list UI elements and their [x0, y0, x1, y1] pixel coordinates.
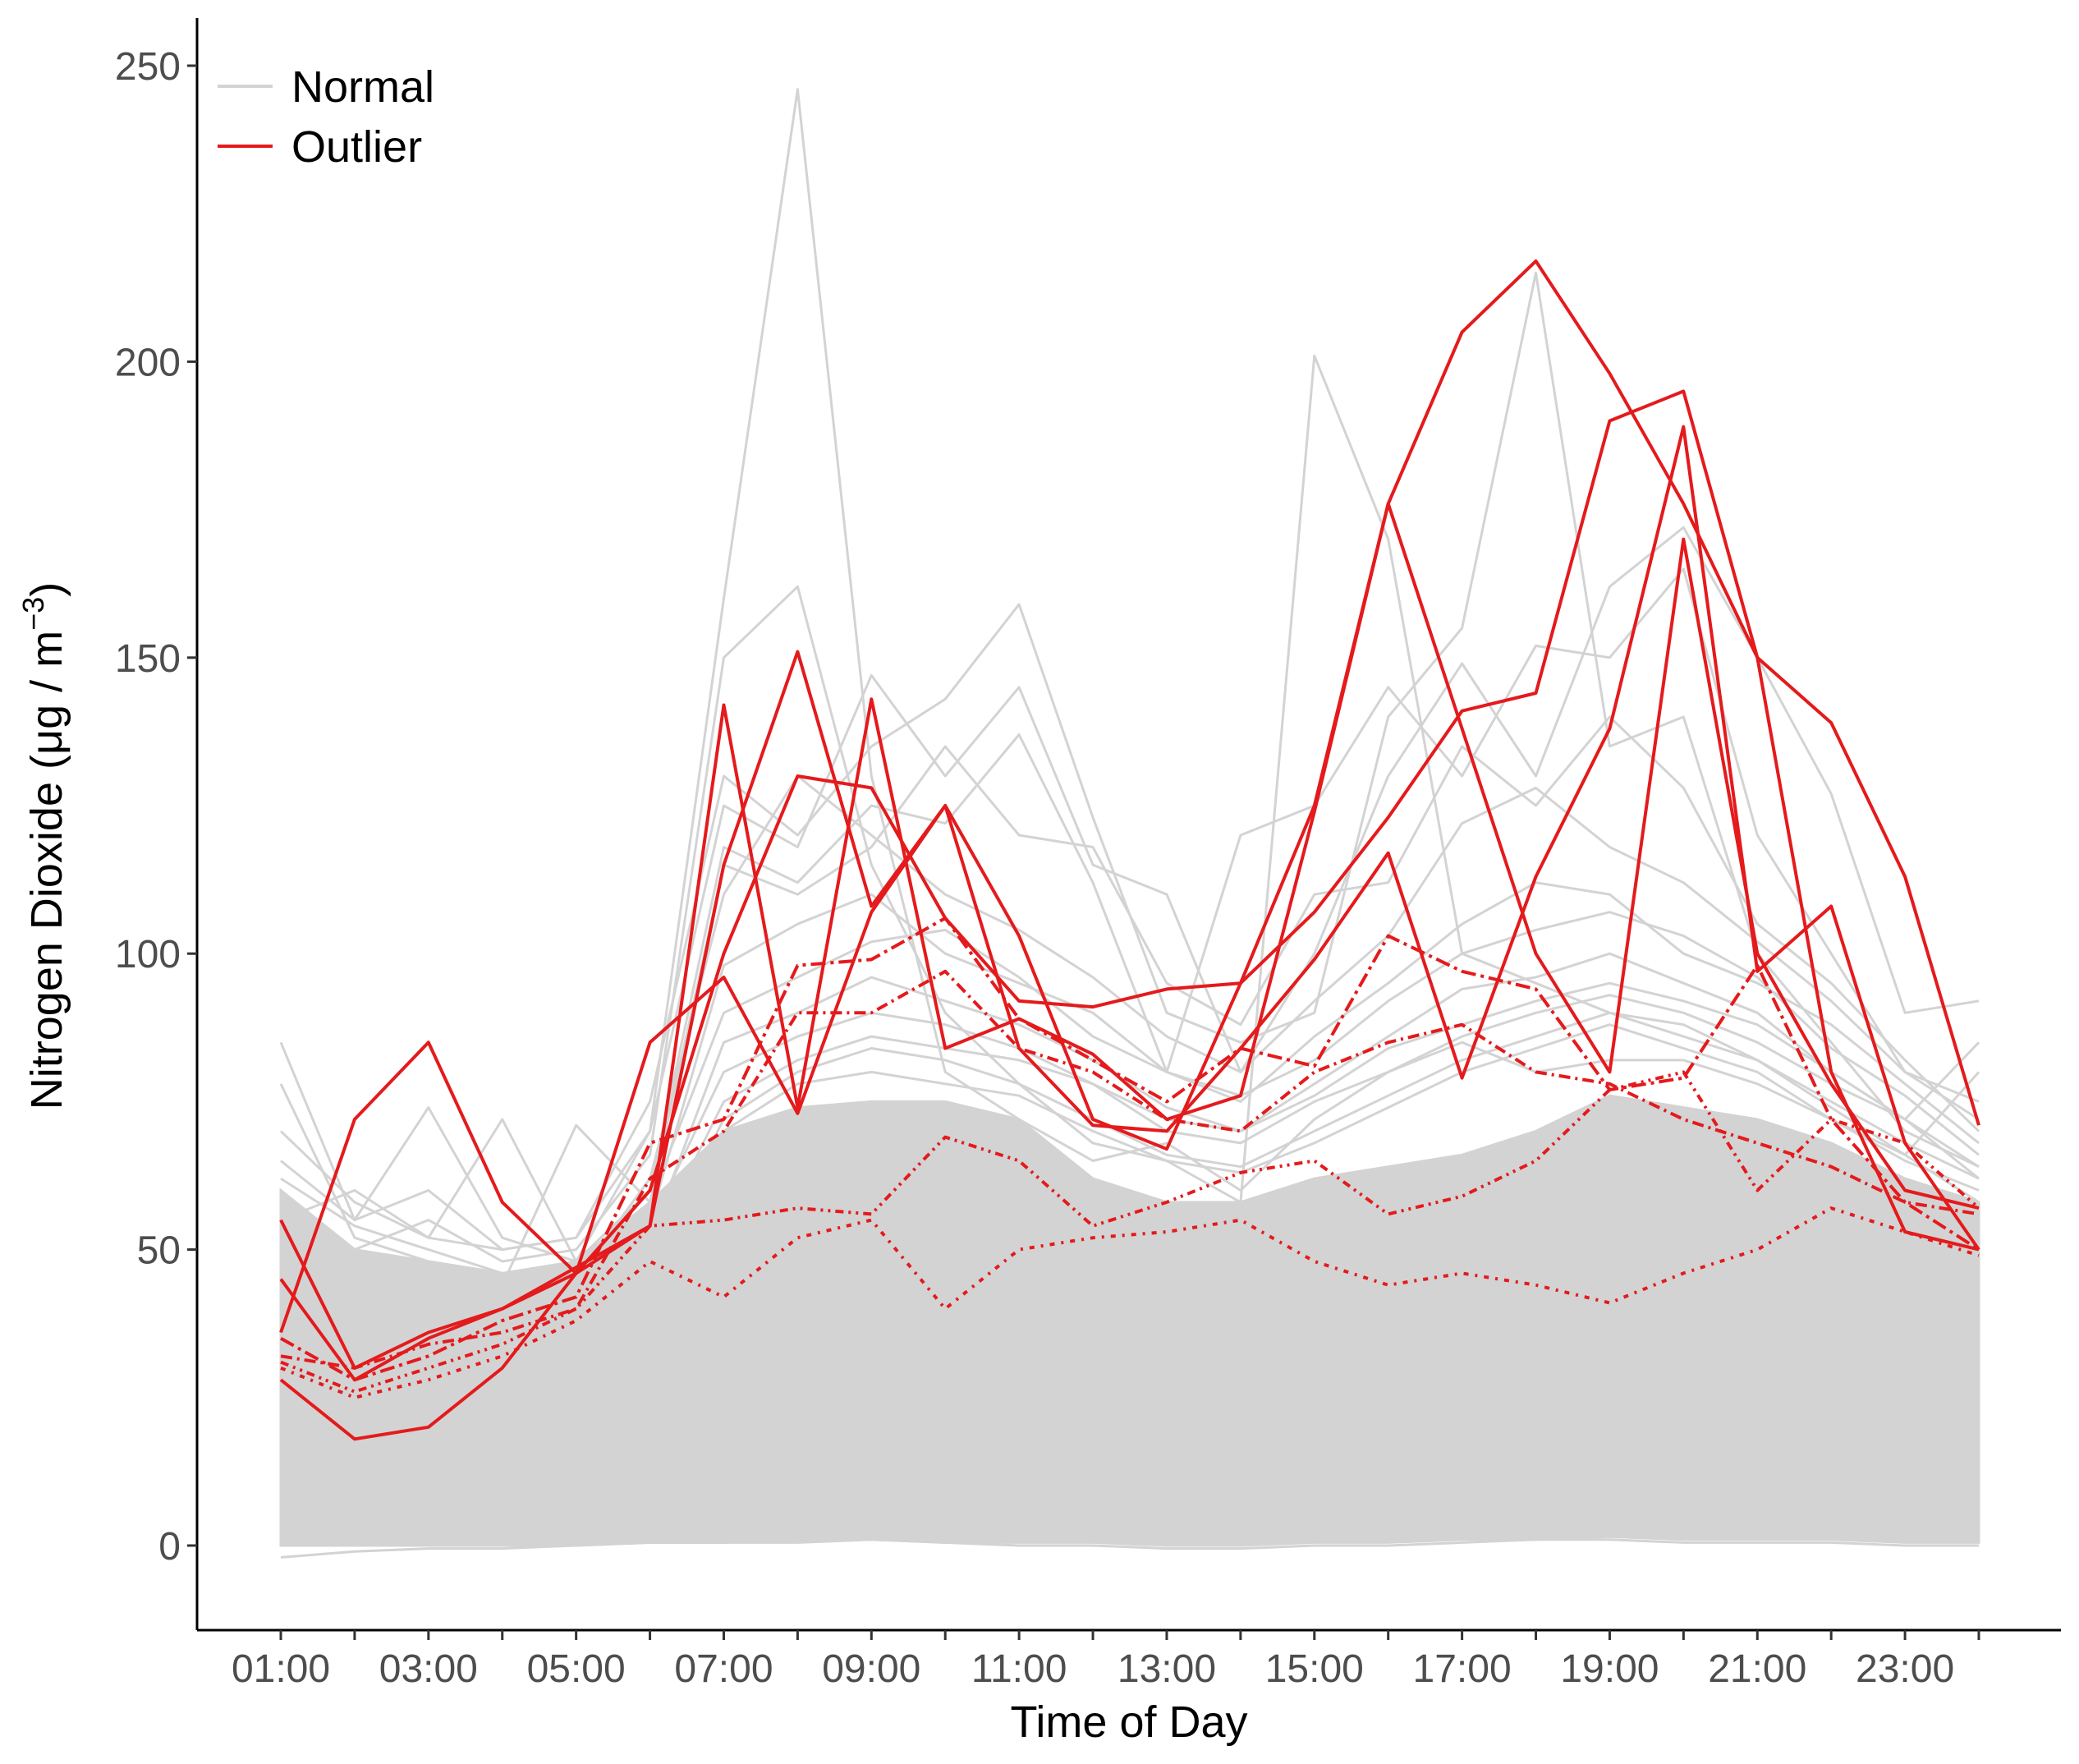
legend-outlier-label: Outlier	[291, 122, 422, 172]
x-tick-label: 13:00	[1118, 1647, 1216, 1691]
normal-series-1	[279, 88, 1980, 1252]
y-tick-label: 0	[158, 1525, 181, 1569]
y-axis-title-main: Nitrogen Dioxide	[22, 782, 71, 1109]
outlier-series-2	[279, 389, 1980, 1370]
y-axis-title-unit-mu: μ	[22, 729, 71, 755]
x-tick-label: 09:00	[822, 1647, 920, 1691]
x-axis-ticks: 01:00 03:00 05:00 07:00 09:00 11:00 13:00 15:00…	[232, 1630, 1980, 1691]
outlier-series-5	[280, 916, 1980, 1382]
y-axis-title-unit-exponent: −3	[16, 597, 50, 631]
normal-series-9	[280, 911, 1980, 1287]
x-tick-label: 21:00	[1708, 1647, 1806, 1691]
outlier-series-8	[280, 1206, 1980, 1399]
normal-series-15	[280, 1538, 1979, 1559]
normal-series-13	[280, 1011, 1980, 1346]
legend-normal-label: Normal	[291, 62, 434, 112]
outlier-series-4	[279, 502, 1980, 1382]
x-tick-label: 19:00	[1560, 1647, 1659, 1691]
y-tick-label: 150	[115, 637, 181, 681]
x-tick-label: 23:00	[1856, 1647, 1954, 1691]
y-axis-title-unit-g: g	[22, 705, 71, 729]
x-axis-title: Time of Day	[1010, 1697, 1247, 1747]
outlier-series-6	[280, 969, 1980, 1370]
normal-series-6	[280, 715, 1980, 1287]
x-tick-label: 03:00	[379, 1647, 478, 1691]
y-tick-label: 100	[115, 933, 181, 976]
normal-series-4	[280, 526, 1980, 1263]
x-tick-label: 11:00	[971, 1647, 1067, 1691]
y-axis-title-unit-m: m	[22, 631, 71, 668]
normal-series-2	[280, 354, 1980, 1263]
normal-series-14	[280, 1023, 1980, 1311]
y-tick-label: 250	[115, 45, 181, 89]
x-tick-label: 07:00	[674, 1647, 773, 1691]
x-tick-label: 01:00	[232, 1647, 330, 1691]
y-axis-title: Nitrogen Dioxide (μg / m−3)	[16, 582, 71, 1109]
y-axis-title-unit-close: )	[22, 582, 71, 597]
x-tick-label: 05:00	[527, 1647, 626, 1691]
y-tick-label: 50	[137, 1229, 181, 1273]
y-axis-ticks: 0 50 100 150 200 250	[115, 45, 197, 1569]
y-axis-title-unit-open: (	[22, 755, 71, 769]
x-tick-label: 17:00	[1413, 1647, 1512, 1691]
outlier-series-3	[279, 425, 1980, 1441]
outlier-series-7	[280, 1070, 1980, 1394]
legend: Normal Outlier	[218, 62, 434, 172]
plot-layer	[279, 88, 1980, 1559]
normal-band	[279, 1094, 1980, 1547]
y-tick-label: 200	[115, 341, 181, 384]
x-tick-label: 15:00	[1265, 1647, 1364, 1691]
y-axis-title-unit-slash: /	[22, 680, 71, 692]
